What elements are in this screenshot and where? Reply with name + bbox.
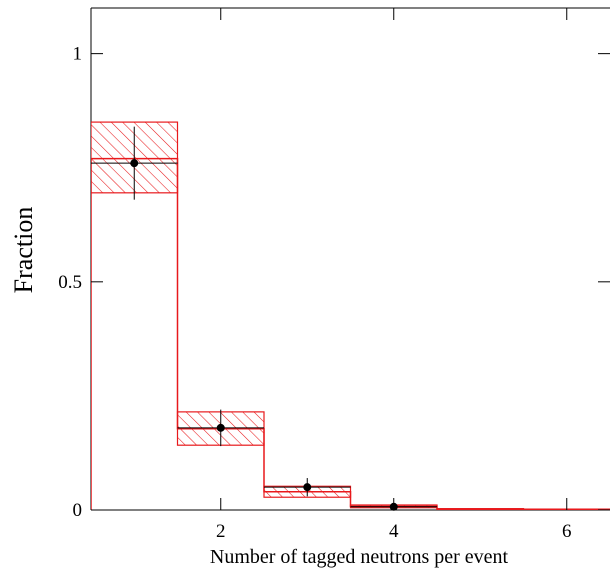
x-tick-label: 4 [389, 521, 399, 542]
axis-tick-labels: 0 0.5 1 2 4 6 [58, 44, 571, 542]
histogram-line [91, 157, 610, 510]
x-tick-label: 2 [216, 521, 226, 542]
data-marker [130, 159, 139, 168]
data-point [177, 409, 264, 447]
x-axis-title: Number of tagged neutrons per event [210, 546, 509, 568]
plot-frame [90, 7, 610, 511]
axis-ticks [91, 8, 610, 511]
mc-histogram [91, 157, 610, 510]
y-tick-label: 0 [73, 500, 83, 521]
data-point [91, 126, 178, 200]
uncertainty-bands [91, 121, 610, 510]
data-marker [303, 483, 312, 492]
y-tick-label: 1 [73, 44, 83, 65]
y-tick-label: 0.5 [58, 272, 82, 293]
y-axis-title: Fraction [9, 207, 38, 294]
data-point [264, 478, 351, 497]
x-tick-label: 6 [562, 521, 572, 542]
data-marker [216, 423, 225, 432]
